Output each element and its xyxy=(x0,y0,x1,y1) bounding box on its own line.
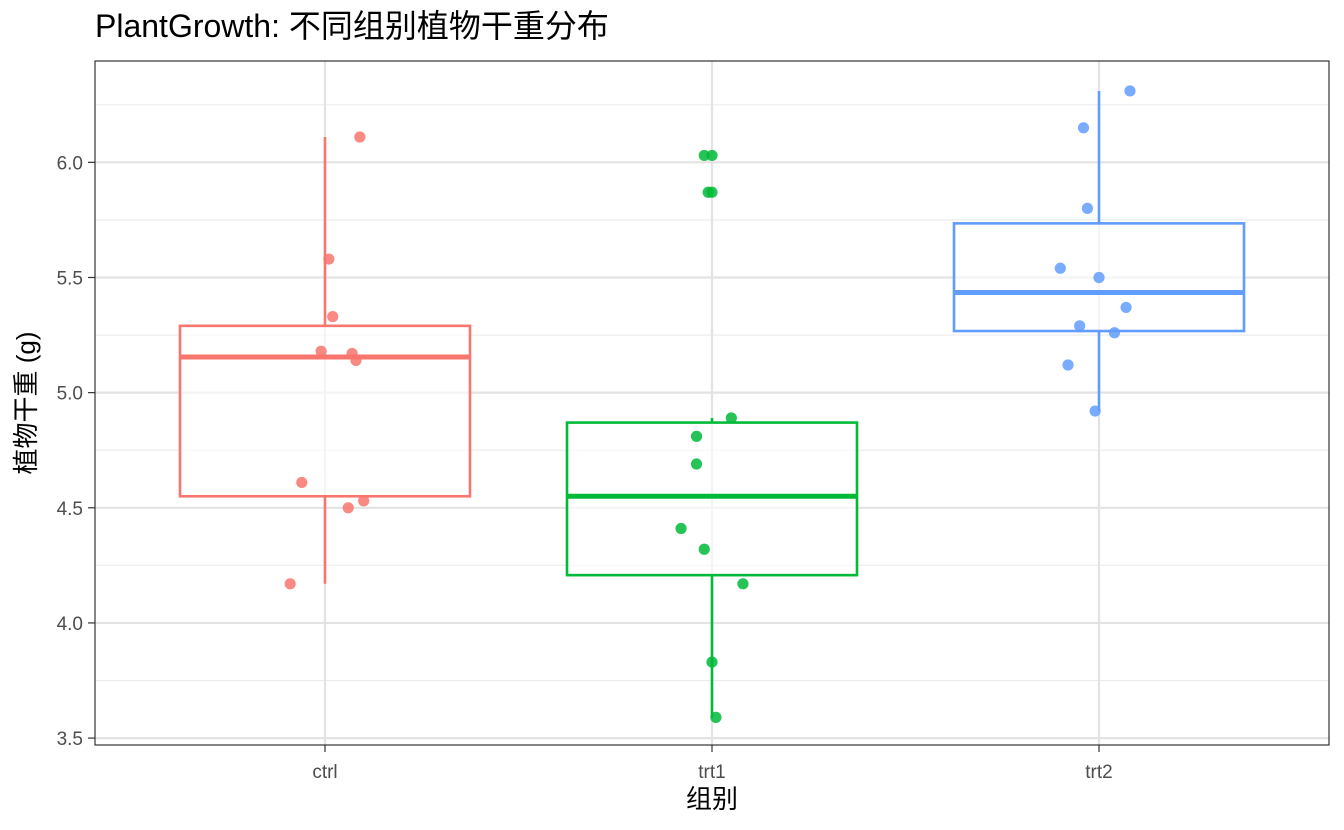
data-point xyxy=(1124,85,1136,97)
data-point xyxy=(1054,262,1066,274)
y-tick-label: 4.5 xyxy=(57,499,83,520)
data-point xyxy=(1120,301,1132,314)
x-tick-label: trt1 xyxy=(698,762,725,783)
data-point xyxy=(698,543,710,555)
data-point xyxy=(690,430,703,442)
axes: 3.5 4.0 4.5 5.0 5.5 6.0 ctrl trt1 trt2 xyxy=(57,153,1113,783)
y-tick-label: 3.5 xyxy=(57,729,83,750)
x-tick-label: ctrl xyxy=(312,762,337,783)
y-tick-label: 5.5 xyxy=(57,268,83,289)
plot-data xyxy=(178,85,1246,723)
data-point xyxy=(1081,202,1093,214)
x-tick-label: trt2 xyxy=(1085,762,1112,783)
data-point xyxy=(725,412,737,424)
data-point xyxy=(710,711,722,723)
data-point xyxy=(315,345,327,357)
y-tick-label: 5.0 xyxy=(57,384,83,405)
data-point xyxy=(1077,122,1090,134)
box-group-trt1 xyxy=(565,149,859,723)
data-point xyxy=(296,476,308,489)
data-point xyxy=(675,522,687,535)
data-point xyxy=(1093,271,1105,284)
data-point xyxy=(323,253,335,265)
data-point xyxy=(1108,327,1121,339)
data-point xyxy=(350,354,362,366)
data-point xyxy=(706,149,718,162)
data-point xyxy=(342,502,354,514)
data-point xyxy=(1089,405,1101,417)
data-point xyxy=(284,578,296,590)
box-group-ctrl xyxy=(178,131,472,590)
chart-title: PlantGrowth: 不同组别植物干重分布 xyxy=(95,8,609,44)
data-point xyxy=(737,578,749,590)
data-point xyxy=(706,656,718,668)
data-point xyxy=(690,458,703,470)
y-tick-label: 6.0 xyxy=(57,153,83,174)
data-point xyxy=(1074,320,1086,332)
y-axis-label: 植物干重 (g) xyxy=(11,331,41,474)
data-point xyxy=(1062,359,1074,371)
data-point xyxy=(706,186,718,198)
data-point xyxy=(358,495,370,507)
data-point xyxy=(698,149,710,162)
x-axis-label: 组别 xyxy=(686,784,738,814)
box-group-trt2 xyxy=(952,85,1246,417)
data-point xyxy=(327,311,339,323)
box-iqr xyxy=(565,421,859,577)
data-point xyxy=(354,131,366,143)
y-tick-label: 4.0 xyxy=(57,614,83,635)
